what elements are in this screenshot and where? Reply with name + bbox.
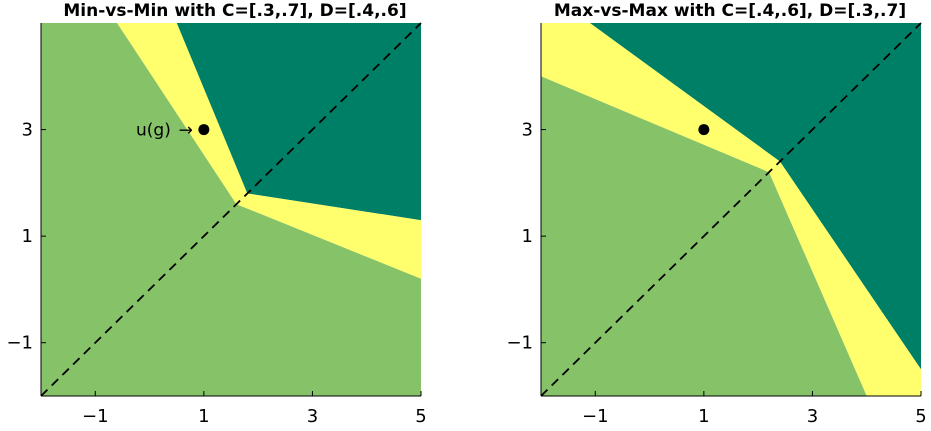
panel-right-title: Max-vs-Max with C=[.4,.6], D=[.3,.7] <box>554 1 906 21</box>
right-point-1 <box>698 124 710 136</box>
right-x-tick-label: −1 <box>582 406 609 427</box>
left-diagonal-line <box>40 22 422 397</box>
panel-left-plot: → u(g) −1 1 3 5 −1 1 3 <box>6 22 427 427</box>
right-x-tick-label: 3 <box>807 406 818 427</box>
left-x-tick-label: 5 <box>415 406 426 427</box>
left-y-tick-label: 3 <box>22 120 33 141</box>
left-point-arrow: → <box>179 121 193 141</box>
left-region-1 <box>176 23 421 221</box>
left-y-tick-label: −1 <box>6 333 33 354</box>
panel-right: Max-vs-Max with C=[.4,.6], D=[.3,.7] −1 1… <box>506 1 926 427</box>
left-point-1 <box>198 124 210 136</box>
left-x-tick-label: −1 <box>82 406 109 427</box>
left-point-label: u(g) <box>136 121 171 141</box>
left-x-tick-label: 1 <box>198 406 209 427</box>
left-x-tick-label: 3 <box>307 406 318 427</box>
right-x-tick-label: 5 <box>915 406 926 427</box>
right-x-tick-label: 1 <box>698 406 709 427</box>
right-region-1 <box>589 23 921 370</box>
panel-left-title: Min-vs-Min with C=[.3,.7], D=[.4,.6] <box>63 1 406 21</box>
right-y-tick-label: 1 <box>522 226 533 247</box>
panel-right-plot: −1 1 3 5 −1 1 3 <box>506 22 927 427</box>
right-y-tick-label: −1 <box>506 333 533 354</box>
right-region-2 <box>541 23 921 396</box>
right-y-tick-label: 3 <box>522 120 533 141</box>
left-region-3 <box>41 23 421 396</box>
left-y-tick-label: 1 <box>22 226 33 247</box>
right-diagonal-line <box>540 22 922 397</box>
panel-left: Min-vs-Min with C=[.3,.7], D=[.4,.6] → u(… <box>6 1 426 427</box>
left-region-2 <box>117 23 421 279</box>
